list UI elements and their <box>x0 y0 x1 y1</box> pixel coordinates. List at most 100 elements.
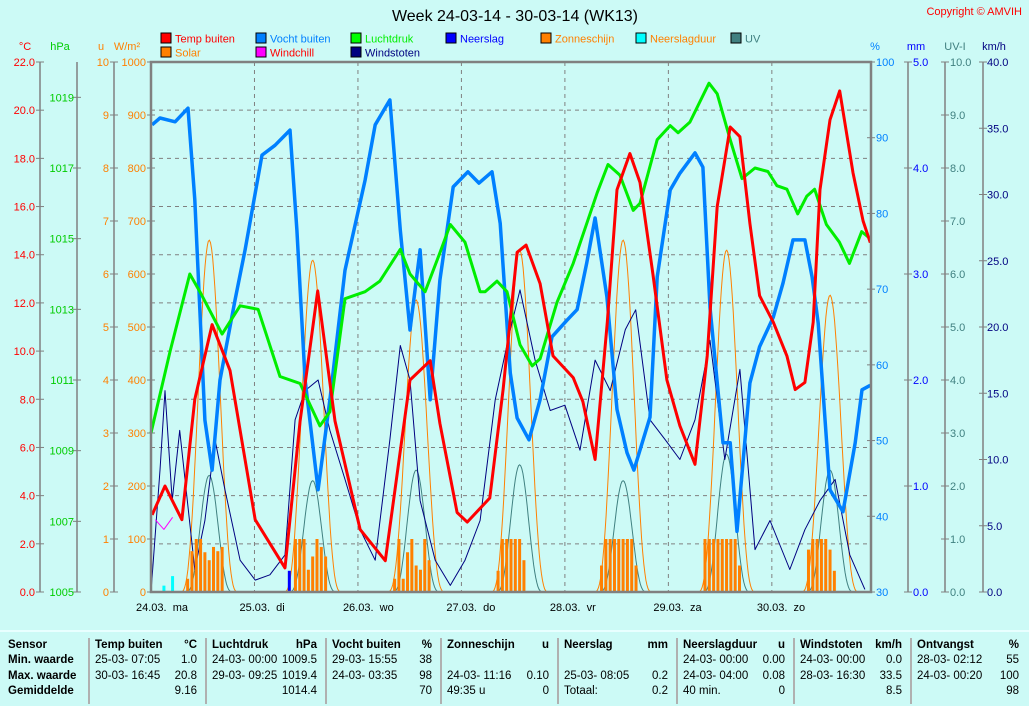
sunshine-bar <box>306 569 310 592</box>
x-tick-label: 29.03. za <box>653 602 702 614</box>
stats-row-label: Max. waarde <box>8 669 88 684</box>
axis-tick-label-temp: 0.0 <box>20 587 35 599</box>
axis-tick-label-solar: 100 <box>128 534 146 546</box>
axis-tick-label-solar: 500 <box>128 322 146 334</box>
axis-tick-label-gusts: 20.0 <box>987 322 1008 334</box>
axis-tick-label-temp: 4.0 <box>20 491 35 503</box>
sunshine-bar <box>630 539 634 592</box>
plot-frame <box>149 60 873 594</box>
copyright: Copyright © AMVIH <box>926 6 1022 18</box>
sunshine-bar <box>612 539 616 592</box>
stats-cell: 30-03- 16:45 20.8 <box>95 669 201 684</box>
axis-tick-label-pressure: 1019 <box>50 92 74 104</box>
stats-cell-value: 1014.4 <box>281 684 317 697</box>
sunshine-bar <box>324 556 328 592</box>
legend-item: Zonneschijn <box>540 32 614 46</box>
axis-tick-label-rain: 0.0 <box>913 587 928 599</box>
axis-tick-label-uv: 3.0 <box>950 428 965 440</box>
axis-tick-label-temp: 16.0 <box>14 202 35 214</box>
sunshine-bar <box>212 546 216 592</box>
sunshine-bar <box>500 539 504 592</box>
legend-swatch <box>445 32 457 44</box>
solar-line <box>176 239 242 593</box>
stats-column: Vocht buiten% 29-03- 15:55 38 24-03- 03:35 9… <box>325 638 436 704</box>
statistics-table: Sensor Min. waarde Max. waarde Gemiddelde Te… <box>0 630 1029 706</box>
stats-cell: 25-03- 07:05 1.0 <box>95 653 201 668</box>
stats-cell-value: 38 <box>419 654 432 667</box>
sunshine-bar <box>190 551 194 592</box>
legend-swatch <box>255 32 267 44</box>
legend-item: Vocht buiten <box>255 32 331 46</box>
axis-tick-label-gusts: 25.0 <box>987 256 1008 268</box>
legend-item: Neerslagduur <box>635 32 716 46</box>
sunshine-bar <box>604 539 608 592</box>
stats-column: Neerslag mm 25-03- 08:05 0.2 Totaal: 0.2 <box>557 638 672 704</box>
axis-tick-label-solar: 1000 <box>122 57 146 69</box>
stats-cell-value: 8.5 <box>886 684 902 697</box>
legend-label: Zonneschijn <box>555 34 614 46</box>
axis-tick-label-uv: 5.0 <box>950 322 965 334</box>
stats-header: Neerslag mm <box>564 638 672 653</box>
axis-tick-label-uv: 10.0 <box>950 57 971 69</box>
axis-unit-humidity: % <box>870 41 880 53</box>
sunshine-bar <box>216 551 220 592</box>
axis-unit-solar: W/m² <box>114 41 141 53</box>
sunshine-bar <box>186 578 190 592</box>
stats-cell-value: 1019.4 <box>281 669 317 682</box>
stats-cell-value: 0.2 <box>652 669 668 682</box>
axis-tick-label-temp: 12.0 <box>14 298 35 310</box>
axis-tick-label-solar: 800 <box>128 163 146 175</box>
legend: Temp buiten Vocht buiten Luchtdruk Neerslag… <box>160 32 761 60</box>
stats-cell: 24-03- 00:20 100 <box>917 669 1023 684</box>
stats-header: Zonneschijn u <box>447 638 553 653</box>
stats-cell-time: 25-03- 08:05 <box>564 669 630 682</box>
sunshine-bar <box>815 539 819 592</box>
axis-tick-label-rain: 3.0 <box>913 269 928 281</box>
axes: °C0.02.04.06.08.010.012.014.016.018.020.… <box>14 41 1009 599</box>
axis-tick-label-sunshine: 3 <box>103 428 109 440</box>
axis-tick-label-temp: 18.0 <box>14 153 35 165</box>
windchill-line <box>154 517 174 530</box>
axis-tick-label-sunshine: 4 <box>103 375 109 387</box>
stats-cell-value: 55 <box>1006 654 1019 667</box>
stats-cell-time: 24-03- 04:00 <box>683 669 749 682</box>
axis-tick-label-uv: 8.0 <box>950 163 965 175</box>
axis-tick-label-humidity: 30 <box>876 587 888 599</box>
legend-swatch <box>635 32 647 44</box>
stats-column: Zonneschijn u 24-03- 11:16 0.10 49:35 u 0 <box>440 638 553 704</box>
axis-tick-label-sunshine: 1 <box>103 534 109 546</box>
stats-cell: 24-03- 04:00 0.08 <box>683 669 789 684</box>
sunshine-bar <box>729 539 733 592</box>
stats-header: Windstoten km/h <box>800 638 906 653</box>
stats-header: Vocht buiten% <box>332 638 436 653</box>
stats-header-unit: °C <box>184 639 197 651</box>
stats-cell-value: 98 <box>419 669 432 682</box>
stats-cell: 28-03- 16:30 33.5 <box>800 669 906 684</box>
stats-header-unit: % <box>421 639 432 651</box>
stats-cell-time: 24-03- 00:20 <box>917 669 983 682</box>
legend-swatch <box>160 32 172 44</box>
sunshine-bar <box>617 539 621 592</box>
stats-cell: 24-03- 00:00 1009.5 <box>212 653 321 668</box>
sunshine-bar <box>738 565 742 592</box>
axis-tick-label-gusts: 40.0 <box>987 57 1008 69</box>
row-label: Max. waarde <box>8 669 77 682</box>
stats-cell-value: 1009.5 <box>281 654 317 667</box>
stats-cell: 29-03- 15:55 38 <box>332 653 436 668</box>
axis-tick-label-temp: 6.0 <box>20 442 35 454</box>
stats-cell-time: Totaal: <box>564 684 598 697</box>
stats-column: Neerslagduur u 24-03- 00:00 0.00 24-03- 04:0… <box>676 638 789 704</box>
legend-label: Luchtdruk <box>365 34 414 46</box>
stats-header-title: Temp buiten <box>95 639 163 651</box>
stats-cell: 25-03- 08:05 0.2 <box>564 669 672 684</box>
stats-cell: 24-03- 00:00 0.00 <box>683 653 789 668</box>
axis-tick-label-rain: 5.0 <box>913 57 928 69</box>
stats-cell-time: 24-03- 00:00 <box>800 654 866 667</box>
sunshine-bar <box>509 539 513 592</box>
stats-header: Neerslagduur u <box>683 638 789 653</box>
axis-tick-label-rain: 4.0 <box>913 163 928 175</box>
stats-column: Ontvangst% 28-03- 02:12 55 24-03- 00:20 100 9… <box>910 638 1023 704</box>
axis-tick-label-uv: 6.0 <box>950 269 965 281</box>
legend-label: Windchill <box>270 48 314 60</box>
stats-cell-value: 9.16 <box>174 684 197 697</box>
